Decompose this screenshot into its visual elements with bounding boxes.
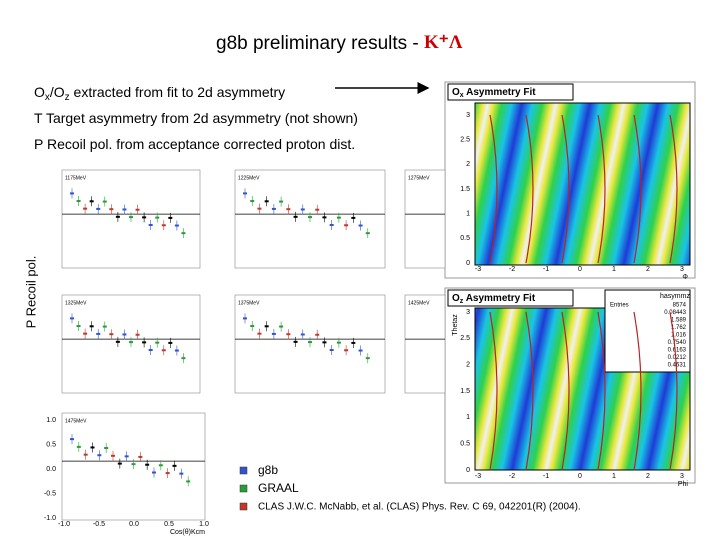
legend-swatch — [239, 484, 248, 493]
x-tick-label: 0 — [578, 473, 582, 480]
stats-value: 8574 — [673, 303, 687, 309]
y-tick-label: 2 — [466, 362, 470, 369]
stats-value: 0.7540 — [668, 340, 687, 346]
legend-label: GRAAL — [258, 481, 299, 495]
x-tick-label: -1 — [543, 473, 549, 480]
x-tick-label: -3 — [475, 266, 481, 273]
x-axis-label: Cos(θ)Kcm — [170, 529, 205, 536]
x-tick-label: 0.0 — [129, 521, 139, 528]
panel-label: 1425MeV — [408, 300, 430, 306]
ox-title: Ox Asymmetry Fit — [452, 87, 536, 99]
y-tick-label: 1.5 — [460, 388, 470, 395]
contour — [561, 114, 570, 264]
x-tick-label: 3 — [680, 266, 684, 273]
y-tick-label: 0.5 — [46, 441, 56, 448]
panel-label: 1225MeV — [238, 175, 260, 181]
contour — [525, 114, 534, 264]
contour — [561, 311, 570, 471]
panel-label: 1475MeV — [65, 418, 87, 424]
x-tick-label: 0 — [578, 266, 582, 273]
x-tick-label: -1.0 — [58, 521, 70, 528]
y-tick-label: 0 — [466, 260, 470, 267]
legend-swatch — [239, 466, 248, 475]
panel-label: 1375MeV — [238, 300, 260, 306]
y-tick-label: 0.5 — [460, 235, 470, 242]
panel-label: 1175MeV — [65, 175, 87, 181]
x-tick-label: -0.5 — [93, 521, 105, 528]
y-tick-label: -0.5 — [44, 490, 56, 497]
panel-frame — [404, 169, 446, 269]
contour — [669, 311, 678, 471]
x-tick-label: 1 — [612, 266, 616, 273]
stats-value: 0.6163 — [668, 348, 687, 354]
y-tick-label: 1.5 — [460, 186, 470, 193]
y-tick-label: 1 — [466, 414, 470, 421]
y-tick-label: 2.5 — [460, 335, 470, 342]
contour — [597, 311, 606, 471]
y-tick-label: 0.0 — [46, 466, 56, 473]
bullet: T Target asymmetry from 2d asymmetry (no… — [34, 110, 358, 126]
stats-label: Entries — [610, 303, 629, 309]
y-tick-label: 0.5 — [460, 441, 470, 448]
y-tick-label: 2.5 — [460, 137, 470, 144]
x-tick-label: 1.0 — [199, 521, 209, 528]
contour — [489, 114, 498, 264]
contour — [633, 311, 642, 471]
ox-title-box — [447, 83, 574, 101]
y-tick-label: 3 — [466, 309, 470, 316]
panel-frame — [404, 294, 446, 394]
x-tick-label: -3 — [475, 473, 481, 480]
x-tick-label: -2 — [509, 266, 515, 273]
oz-ylabel: Thetaz — [452, 314, 459, 336]
oz-title: Oz Asymmetry Fit — [452, 293, 536, 305]
bullet: Ox/Oz extracted from fit to 2d asymmetry — [34, 84, 285, 103]
contour — [633, 114, 642, 264]
legend-swatch — [239, 502, 248, 511]
y-tick-label: 3 — [466, 112, 470, 119]
contour — [525, 311, 534, 471]
y-tick-label: -1.0 — [44, 515, 56, 522]
stats-value: 1.016 — [671, 333, 687, 339]
legend-label: CLAS J.W.C. McNabb, et al. (CLAS) Phys. … — [258, 502, 581, 513]
bullet: P Recoil pol. from acceptance corrected … — [34, 136, 355, 152]
contour — [597, 114, 606, 264]
stats-values: 85740.084431.5891.7621.0160.75400.61630.… — [664, 303, 686, 369]
x-tick-label: 3 — [680, 473, 684, 480]
stats-value: 0.4631 — [668, 363, 687, 369]
stats-value: 1.762 — [671, 325, 687, 331]
y-axis-label: P Recoil pol. — [23, 256, 38, 329]
x-tick-label: -1 — [543, 266, 549, 273]
x-axis-label: Φ — [682, 274, 688, 281]
oz-title-box — [447, 289, 574, 307]
contour — [669, 114, 678, 264]
legend-label: g8b — [258, 463, 278, 477]
contour — [489, 311, 498, 471]
title: g8b preliminary results - K⁺Λ — [216, 32, 463, 54]
x-tick-label: 2 — [646, 473, 650, 480]
y-tick-label: 2 — [466, 161, 470, 168]
stats-value: 1.589 — [671, 318, 687, 324]
y-tick-label: 1 — [466, 211, 470, 218]
x-tick-label: -2 — [509, 473, 515, 480]
stats-value: 0.08443 — [664, 310, 686, 316]
ox-map — [474, 102, 691, 266]
x-axis-label: Phi — [678, 481, 689, 488]
y-tick-label: 0 — [466, 467, 470, 474]
x-tick-label: 1 — [612, 473, 616, 480]
x-tick-label: 2 — [646, 266, 650, 273]
stats-value: 0.0212 — [668, 355, 687, 361]
panel-label: 1275MeV — [408, 175, 430, 181]
y-tick-label: 1.0 — [46, 417, 56, 424]
generated: 32.521.510.50-3 -2 -1 0 1 2 3Φ32.521.510.50-3-… — [44, 112, 688, 536]
x-tick-label: 0.5 — [164, 521, 174, 528]
panel-label: 1325MeV — [65, 300, 87, 306]
stats-name: hasymmz — [660, 293, 690, 300]
